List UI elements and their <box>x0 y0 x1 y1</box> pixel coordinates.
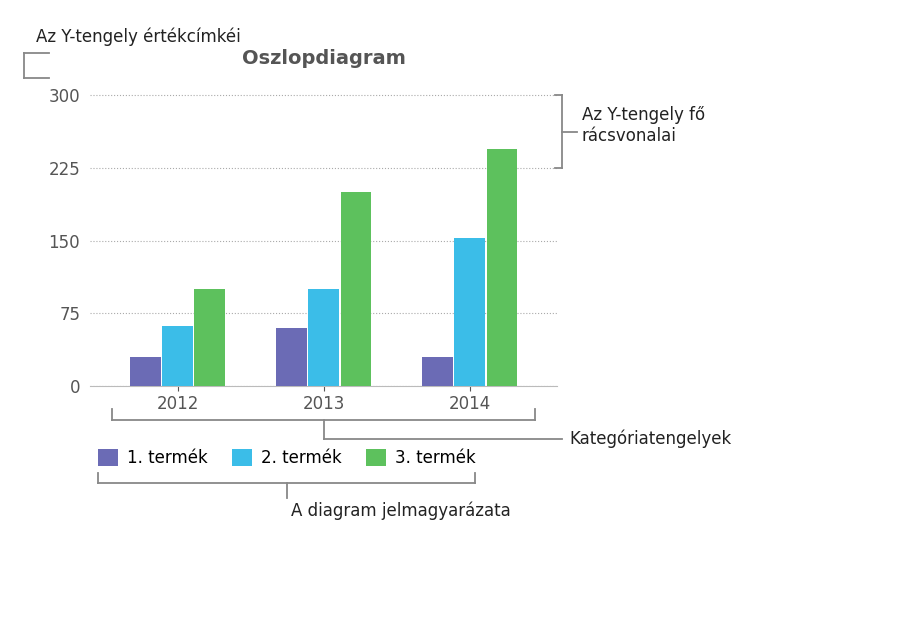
Bar <box>276 328 307 386</box>
Bar <box>423 356 453 386</box>
Bar <box>308 289 339 386</box>
Bar <box>486 149 517 386</box>
Legend: 1. termék, 2. termék, 3. termék: 1. termék, 2. termék, 3. termék <box>98 449 476 467</box>
Bar <box>455 238 485 386</box>
Text: A diagram jelmagyarázata: A diagram jelmagyarázata <box>291 501 512 520</box>
Bar <box>130 356 161 386</box>
Text: Az Y-tengely értékcímkéi: Az Y-tengely értékcímkéi <box>36 28 241 47</box>
Bar <box>163 326 192 386</box>
Text: Kategóriatengelyek: Kategóriatengelyek <box>569 429 731 448</box>
Bar <box>194 289 225 386</box>
Text: Az Y-tengely fő
rácsvonalai: Az Y-tengely fő rácsvonalai <box>582 106 705 145</box>
Title: Oszlopdiagram: Oszlopdiagram <box>242 49 405 68</box>
Bar <box>341 192 371 386</box>
